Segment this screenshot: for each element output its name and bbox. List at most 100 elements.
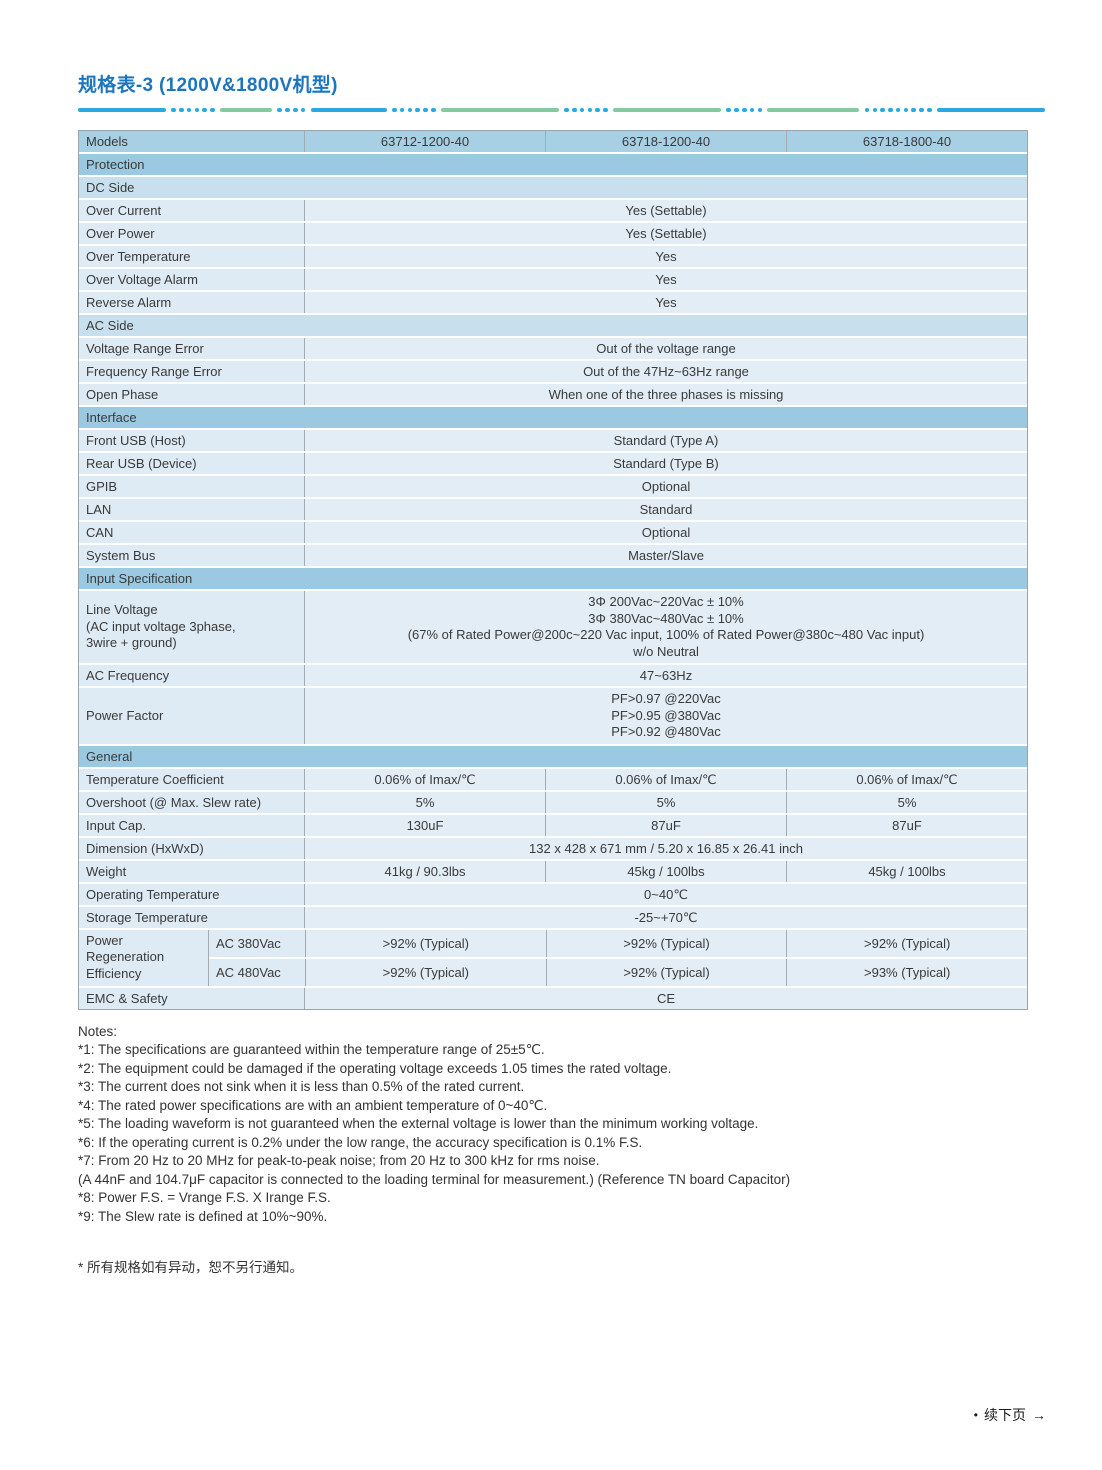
divider-line [767,107,860,113]
row-dimension: Dimension (HxWxD) 132 x 428 x 671 mm / 5… [79,837,1027,859]
row-label: EMC & Safety [79,987,304,1009]
model-column-header: 63712-1200-40 [304,131,545,152]
bullet-icon: • [973,1408,978,1422]
row-value: 5% [304,791,545,813]
divider-dot [880,107,885,113]
row-section-protection: Protection [79,154,1027,175]
row-label: Over Voltage Alarm [79,269,304,290]
row-label: Over Temperature [79,246,304,267]
divider-dots [726,107,763,113]
row-label-line: Regeneration [86,949,165,965]
row-value: >92% (Typical) [545,958,787,986]
row-value: 132 x 428 x 671 mm / 5.20 x 16.85 x 26.4… [304,837,1027,859]
row-models: Models 63712-1200-40 63718-1200-40 63718… [79,131,1027,152]
title-divider [78,107,1045,113]
row-label-line: Line Voltage [86,602,158,618]
row-value: Standard (Type B) [304,453,1027,474]
divider-dot [726,107,731,113]
row-label: GPIB [79,476,304,497]
row-value: Master/Slave [304,545,1027,566]
section-label: General [79,745,1027,767]
divider-dot [392,107,397,113]
note-item: *4: The rated power specifications are w… [78,1097,548,1113]
row-front-usb: Front USB (Host) Standard (Type A) [79,430,1027,451]
row-label-line: 3wire + ground) [86,635,177,651]
note-item: *6: If the operating current is 0.2% und… [78,1134,643,1150]
row-label-line: Efficiency [86,965,142,981]
row-value: Yes [304,292,1027,313]
row-label-line: (AC input voltage 3phase, [86,618,236,634]
row-value: 41kg / 90.3lbs [304,860,545,882]
row-section-interface: Interface [79,407,1027,428]
model-column-header: 63718-1800-40 [786,131,1027,152]
row-label: Over Power [79,223,304,244]
row-sublabel: AC 480Vac [209,958,305,986]
divider-dot [300,107,306,113]
row-subsection-dc-side: DC Side [79,177,1027,198]
divider-line [220,107,273,113]
divider-dot [171,107,176,113]
divider-line [440,107,559,113]
row-label: Overshoot (@ Max. Slew rate) [79,791,304,813]
row-value: Yes [304,269,1027,290]
row-power-regeneration-efficiency: Power Regeneration Efficiency AC 380Vac … [79,929,1028,986]
regen-subrows: AC 380Vac >92% (Typical) >92% (Typical) … [208,929,1028,986]
section-label: Interface [79,407,1027,428]
row-overshoot: Overshoot (@ Max. Slew rate) 5% 5% 5% [79,791,1027,813]
row-section-input-specification: Input Specification [79,568,1027,589]
row-value-line: PF>0.95 @380Vac [611,707,721,723]
divider-line [936,107,1045,113]
divider-dot [430,107,436,113]
row-value-line: (67% of Rated Power@200c~220 Vac input, … [407,627,925,642]
row-temperature-coefficient: Temperature Coefficient 0.06% of Imax/℃ … [79,768,1027,790]
row-voltage-range-error: Voltage Range Error Out of the voltage r… [79,338,1027,359]
divider-dot [872,107,878,113]
row-emc-safety: EMC & Safety CE [79,987,1027,1009]
continued-next-page: • 续下页 → [974,1405,1046,1425]
model-column-header: 63718-1200-40 [545,131,786,152]
row-label: Dimension (HxWxD) [79,837,304,859]
row-value: >92% (Typical) [305,929,546,957]
notes-heading: Notes: [78,1023,118,1039]
page-content: 规格表-3 (1200V&1800V机型) Models 63712-1200-… [78,74,1045,1276]
row-value-line: 3Φ 200Vac~220Vac ± 10% [588,594,744,609]
row-label: AC Frequency [79,665,304,686]
row-label: Rear USB (Device) [79,453,304,474]
subsection-label: DC Side [79,177,1027,198]
row-value: >92% (Typical) [545,929,787,957]
divider-line [310,107,387,113]
note-item: (A 44nF and 104.7μF capacitor is connect… [78,1171,791,1187]
divider-dot [888,107,893,113]
row-label: Temperature Coefficient [79,768,304,790]
divider-dot [595,107,600,113]
divider-dot [399,107,405,113]
row-label: LAN [79,499,304,520]
row-value-line: PF>0.97 @220Vac [611,691,721,706]
note-item: *3: The current does not sink when it is… [78,1079,525,1094]
row-label: Reverse Alarm [79,292,304,313]
row-value-line: w/o Neutral [633,643,699,659]
row-label: Over Current [79,200,304,221]
regen-subrow-480vac: AC 480Vac >92% (Typical) >92% (Typical) … [209,958,1028,986]
row-frequency-range-error: Frequency Range Error Out of the 47Hz~63… [79,361,1027,382]
row-label: Front USB (Host) [79,430,304,451]
note-item: *2: The equipment could be damaged if th… [78,1060,672,1076]
row-value: -25~+70℃ [304,906,1027,928]
row-label: Power Factor [79,688,304,744]
divider-dot [407,107,413,113]
divider-dot [277,107,283,113]
row-line-voltage: Line Voltage (AC input voltage 3phase, 3… [79,591,1027,663]
row-value: 3Φ 200Vac~220Vac ± 10% 3Φ 380Vac~480Vac … [304,591,1027,663]
row-open-phase: Open Phase When one of the three phases … [79,384,1027,405]
divider-dot [186,107,192,113]
row-value: Optional [304,522,1027,543]
row-label: Voltage Range Error [79,338,304,359]
divider-dot [423,107,428,113]
row-value: Standard [304,499,1027,520]
row-value: PF>0.97 @220Vac PF>0.95 @380Vac PF>0.92 … [304,688,1027,744]
row-value: Yes (Settable) [304,223,1027,244]
row-rear-usb: Rear USB (Device) Standard (Type B) [79,453,1027,474]
row-label: Operating Temperature [79,883,304,905]
divider-dot [194,107,200,113]
divider-dot [415,107,421,113]
